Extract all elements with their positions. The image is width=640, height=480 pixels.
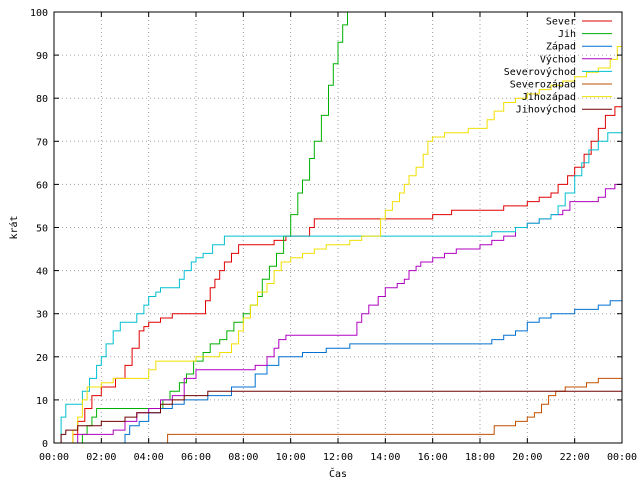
legend-label: Západ [546, 41, 576, 53]
x-tick-label: 16:00 [418, 452, 448, 463]
y-tick-label: 40 [36, 267, 48, 278]
x-tick-label: 02:00 [86, 452, 116, 463]
x-tick-label: 22:00 [560, 452, 590, 463]
y-tick-label: 0 [42, 439, 48, 450]
legend-label: Jih [558, 29, 576, 40]
legend-label: Východ [540, 53, 576, 65]
x-tick-label: 00:00 [39, 452, 69, 463]
y-tick-label: 20 [36, 353, 48, 364]
y-tick-label: 30 [36, 310, 48, 321]
y-tick-label: 70 [36, 137, 48, 148]
legend-label: Sever [546, 17, 576, 28]
series-line-6 [54, 377, 622, 444]
series-line-3 [54, 300, 622, 444]
legend-label: Jihozápad [522, 91, 576, 103]
series-line-8 [54, 390, 622, 444]
y-tick-label: 50 [36, 224, 48, 235]
series-layer [54, 12, 622, 444]
x-axis-title: Čas [329, 467, 347, 480]
y-axis-title: krát [8, 215, 20, 239]
y-tick-label: 80 [36, 94, 48, 105]
ticks: 00:00 02:00 04:00 06:00 08:00 10:00 12:00 14:00… [30, 8, 637, 463]
series-line-2 [54, 12, 348, 444]
legend: SeverJihZápadVýchodSeverovýchodSeverozáp… [504, 17, 612, 116]
x-tick-label: 00:00 [607, 452, 637, 463]
x-tick-label: 14:00 [370, 452, 400, 463]
x-tick-label: 10:00 [276, 452, 306, 463]
x-tick-label: 20:00 [512, 452, 542, 463]
x-tick-label: 04:00 [134, 452, 164, 463]
series-line-5 [54, 132, 622, 444]
legend-label: Jihovýchod [516, 104, 576, 116]
y-tick-label: 90 [36, 51, 48, 62]
x-tick-label: 18:00 [465, 452, 495, 463]
legend-label: Severovýchod [504, 66, 576, 78]
x-tick-label: 12:00 [323, 452, 353, 463]
y-tick-label: 60 [36, 180, 48, 191]
legend-label: Severozápad [510, 79, 576, 91]
y-tick-label: 10 [36, 396, 48, 407]
x-tick-label: 08:00 [228, 452, 258, 463]
series-line-1 [54, 106, 622, 444]
x-tick-label: 06:00 [181, 452, 211, 463]
y-tick-label: 100 [30, 8, 48, 19]
series-line-7 [54, 46, 622, 444]
